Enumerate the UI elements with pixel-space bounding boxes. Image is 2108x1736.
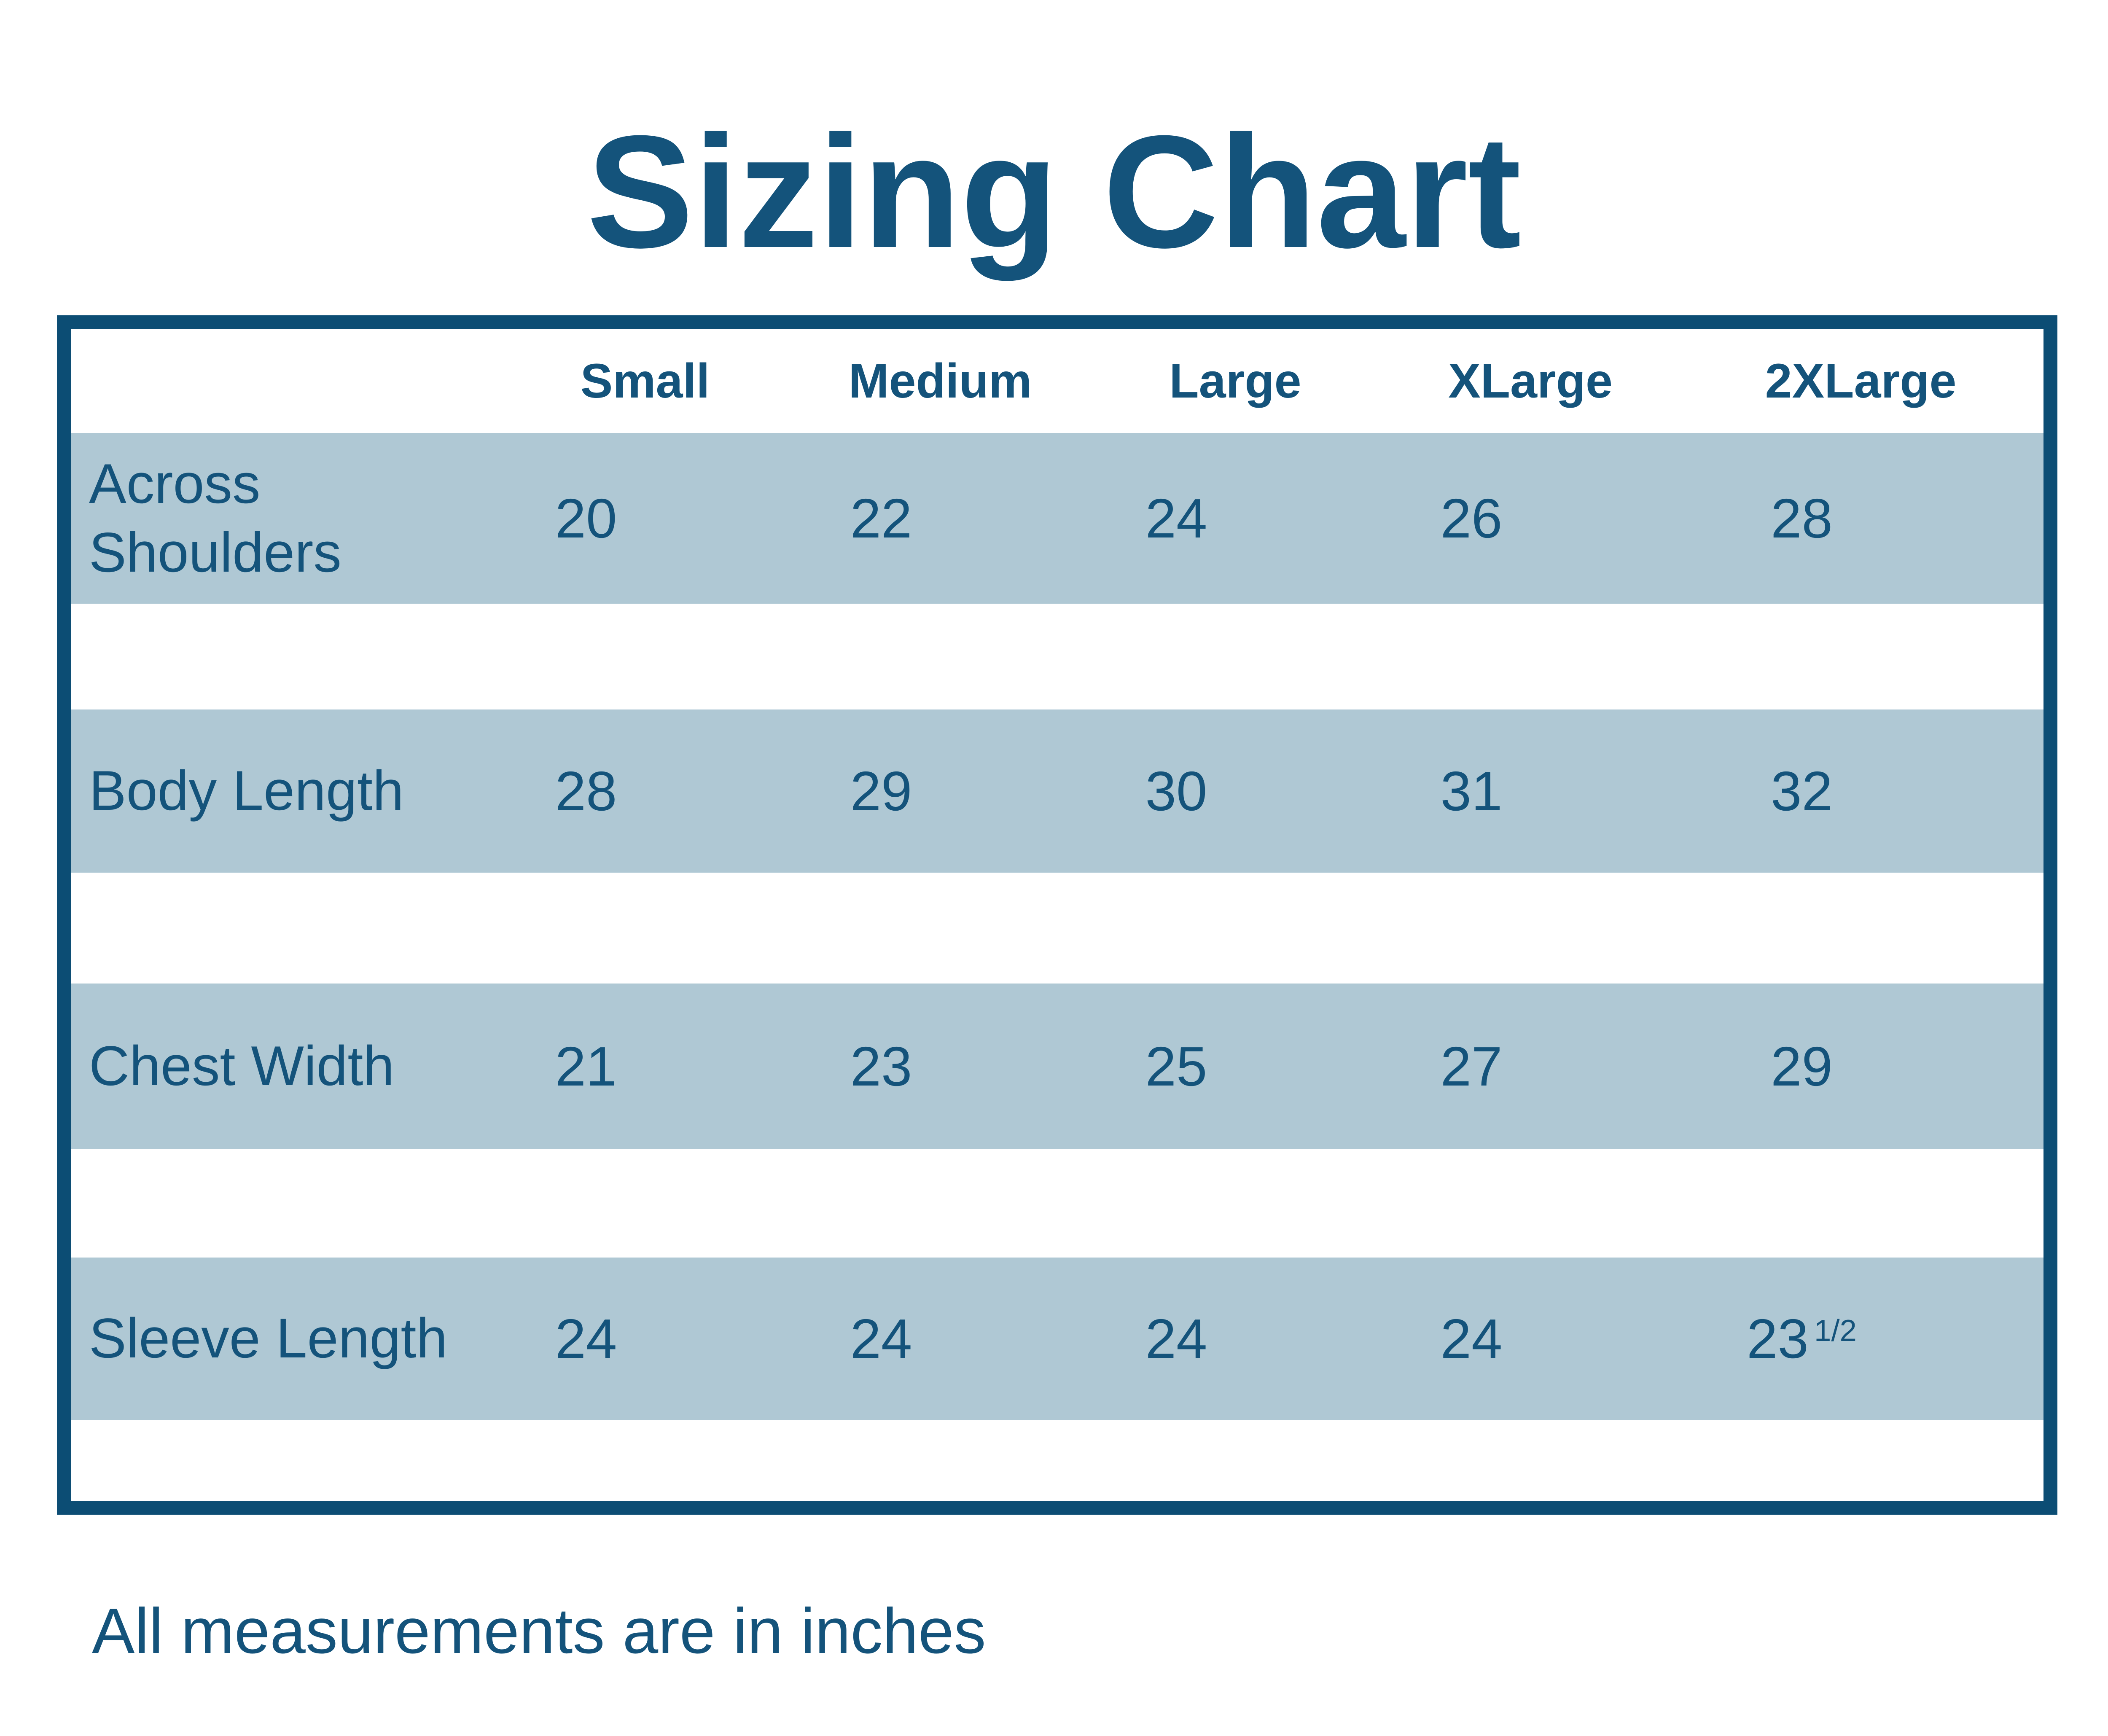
measurement-value: 24 [1145,487,1207,549]
table-row-across-shoulders: Across Shoulders 20 22 24 26 28 [71,433,2043,604]
measurement-value: 27 [1440,1035,1503,1097]
table-row-body-length: Body Length 28 29 30 31 32 [71,709,2043,873]
row-separator [71,604,2043,709]
table-row-chest-width: Chest Width 21 23 25 27 29 [71,984,2043,1149]
measurement-value: 25 [1145,1035,1207,1097]
measurement-value: 24 [555,1308,617,1370]
row-label: Sleeve Length [89,1307,448,1370]
table-header-row: Small Medium Large XLarge 2XLarge [71,329,2043,433]
row-separator [71,873,2043,984]
column-header-2xlarge: 2XLarge [1765,354,1957,408]
measurement-value: 20 [555,487,617,549]
measurement-value: 29 [850,760,912,822]
measurement-value: 24 [1440,1308,1503,1370]
measurement-value: 23 1/2 [1747,1308,1857,1370]
column-header-xlarge: XLarge [1448,354,1613,408]
measurement-units-note: All measurements are in inches [92,1595,986,1667]
row-label: Across Shoulders [89,453,341,584]
measurement-value: 23 [850,1035,912,1097]
measurement-value: 28 [555,760,617,822]
measurement-value: 29 [1771,1035,1833,1097]
row-label: Chest Width [89,1035,395,1098]
measurement-value: 32 [1771,760,1833,822]
table-row-sleeve-length: Sleeve Length 24 24 24 24 23 1/2 [71,1258,2043,1420]
page-title: Sizing Chart [586,102,1522,281]
measurement-value: 22 [850,487,912,549]
row-separator [71,1149,2043,1258]
measurement-value: 24 [1145,1308,1207,1370]
row-label: Body Length [89,760,404,822]
measurement-value: 31 [1440,760,1503,822]
sizing-table: Small Medium Large XLarge 2XLarge Across Shou… [57,315,2057,1515]
measurement-value: 24 [850,1308,912,1370]
table-bottom-padding [71,1420,2043,1501]
measurement-value: 21 [555,1035,617,1097]
column-header-large: Large [1169,354,1301,408]
column-header-medium: Medium [848,354,1032,408]
measurement-value: 26 [1440,487,1503,549]
fraction-superscript: 1/2 [1814,1314,1857,1348]
measurement-value: 28 [1771,487,1833,549]
measurement-value: 30 [1145,760,1207,822]
column-header-small: Small [580,354,710,408]
